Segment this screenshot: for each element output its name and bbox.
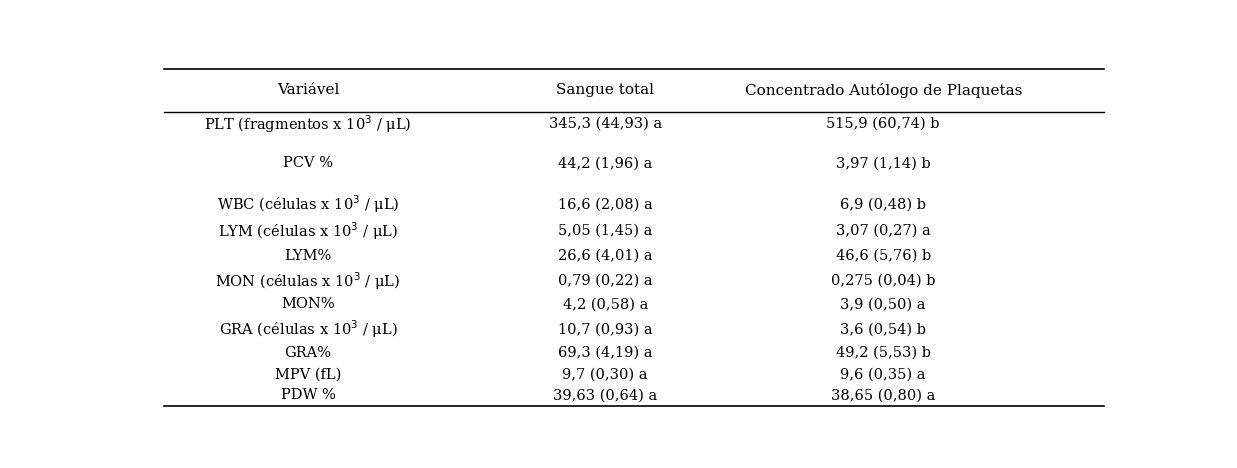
Text: 10,7 (0,93) a: 10,7 (0,93) a — [558, 322, 652, 336]
Text: 6,9 (0,48) b: 6,9 (0,48) b — [840, 197, 927, 212]
Text: Concentrado Autólogo de Plaquetas: Concentrado Autólogo de Plaquetas — [745, 83, 1022, 98]
Text: 9,7 (0,30) a: 9,7 (0,30) a — [563, 368, 648, 382]
Text: PDW %: PDW % — [281, 388, 335, 402]
Text: MON (células x 10$^3$ / μL): MON (células x 10$^3$ / μL) — [215, 270, 401, 292]
Text: 3,9 (0,50) a: 3,9 (0,50) a — [840, 297, 927, 311]
Text: MPV (fL): MPV (fL) — [275, 368, 341, 382]
Text: GRA (células x 10$^3$ / μL): GRA (células x 10$^3$ / μL) — [219, 319, 397, 340]
Text: 3,97 (1,14) b: 3,97 (1,14) b — [836, 156, 930, 170]
Text: PLT (fragmentos x 10$^3$ / μL): PLT (fragmentos x 10$^3$ / μL) — [204, 113, 412, 135]
Text: 38,65 (0,80) a: 38,65 (0,80) a — [831, 388, 935, 402]
Text: PCV %: PCV % — [283, 156, 333, 170]
Text: 3,6 (0,54) b: 3,6 (0,54) b — [840, 322, 927, 336]
Text: 46,6 (5,76) b: 46,6 (5,76) b — [835, 249, 931, 263]
Text: GRA%: GRA% — [285, 346, 332, 360]
Text: 9,6 (0,35) a: 9,6 (0,35) a — [840, 368, 927, 382]
Text: 515,9 (60,74) b: 515,9 (60,74) b — [826, 117, 940, 131]
Text: 26,6 (4,01) a: 26,6 (4,01) a — [558, 249, 652, 263]
Text: 5,05 (1,45) a: 5,05 (1,45) a — [558, 224, 652, 238]
Text: 39,63 (0,64) a: 39,63 (0,64) a — [553, 388, 657, 402]
Text: 16,6 (2,08) a: 16,6 (2,08) a — [558, 197, 653, 212]
Text: 3,07 (0,27) a: 3,07 (0,27) a — [836, 224, 930, 238]
Text: Variável: Variável — [277, 83, 339, 97]
Text: WBC (células x 10$^3$ / μL): WBC (células x 10$^3$ / μL) — [216, 194, 400, 215]
Text: 4,2 (0,58) a: 4,2 (0,58) a — [563, 297, 648, 311]
Text: 0,79 (0,22) a: 0,79 (0,22) a — [558, 274, 652, 288]
Text: MON%: MON% — [281, 297, 335, 311]
Text: LYM%: LYM% — [285, 249, 332, 263]
Text: 69,3 (4,19) a: 69,3 (4,19) a — [558, 346, 652, 360]
Text: LYM (células x 10$^3$ / μL): LYM (células x 10$^3$ / μL) — [218, 220, 398, 242]
Text: 0,275 (0,04) b: 0,275 (0,04) b — [831, 274, 935, 288]
Text: 49,2 (5,53) b: 49,2 (5,53) b — [836, 346, 930, 360]
Text: 44,2 (1,96) a: 44,2 (1,96) a — [558, 156, 652, 170]
Text: Sangue total: Sangue total — [557, 83, 654, 97]
Text: 345,3 (44,93) a: 345,3 (44,93) a — [548, 117, 662, 131]
